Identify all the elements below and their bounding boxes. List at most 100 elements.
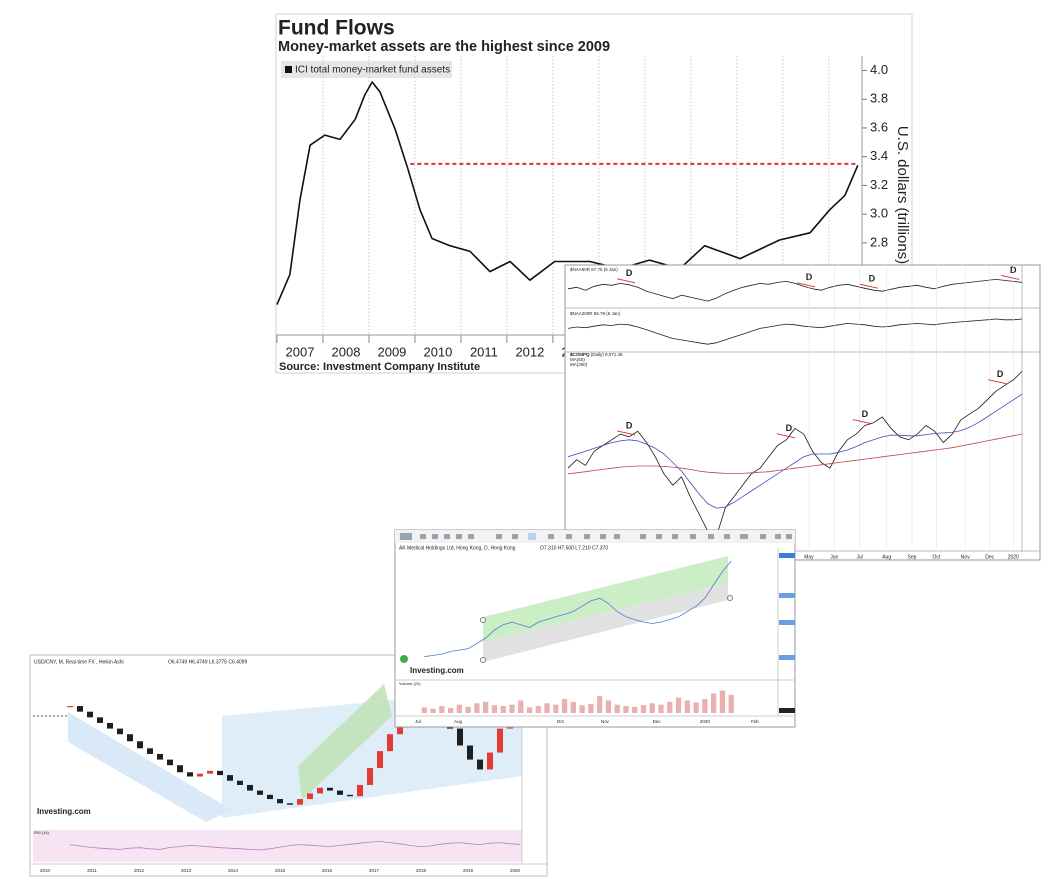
price-tag bbox=[779, 553, 795, 558]
x-tick-label: 2008 bbox=[332, 344, 361, 359]
bar bbox=[553, 704, 559, 713]
source: Source: Investment Company Institute bbox=[279, 361, 480, 373]
pane-title: AK Medical Holdings Ltd, Hong Kong, D, H… bbox=[399, 545, 516, 551]
x-tick-label: Oct bbox=[933, 554, 941, 560]
candle bbox=[487, 752, 493, 770]
bar bbox=[640, 705, 647, 713]
x-tick-label: 2019 bbox=[463, 868, 474, 873]
candle bbox=[377, 751, 383, 769]
bar bbox=[491, 705, 498, 713]
candle bbox=[217, 770, 223, 776]
annotation-line bbox=[1001, 274, 1020, 280]
x-tick-label: Oct bbox=[557, 719, 565, 724]
bar bbox=[702, 699, 708, 713]
series-line bbox=[567, 278, 1023, 302]
usdcny-panel: USD/CNY, M, Real-time FX , Heikin Ashi O6… bbox=[29, 654, 548, 877]
candle bbox=[157, 753, 163, 760]
candle bbox=[247, 784, 253, 791]
channel bbox=[298, 684, 392, 800]
bar bbox=[588, 704, 594, 713]
bar bbox=[684, 700, 690, 713]
y-tick-label: 3.4 bbox=[870, 148, 888, 163]
chart-title: Fund Flows bbox=[278, 17, 395, 40]
bar bbox=[483, 701, 489, 713]
price-tag bbox=[779, 593, 795, 598]
candle bbox=[137, 741, 143, 749]
candle bbox=[177, 765, 183, 773]
annotation: D bbox=[626, 268, 633, 278]
bar bbox=[719, 690, 726, 713]
x-tick-label: Nov bbox=[601, 719, 610, 724]
annotation: D bbox=[862, 409, 869, 419]
candle bbox=[307, 793, 313, 800]
candle bbox=[207, 770, 213, 774]
candle bbox=[457, 728, 463, 746]
candle bbox=[347, 794, 353, 797]
candle bbox=[87, 711, 93, 718]
x-tick-label: 2010 bbox=[40, 868, 51, 873]
candle bbox=[147, 748, 153, 754]
nasdaq-panel: $NAA50R 67.75 (6 Jan) D D D D $NAA200R 56.79 … bbox=[564, 264, 1041, 561]
y-tick-label: 4.0 bbox=[870, 62, 888, 77]
channel-handle bbox=[727, 595, 733, 601]
logo: Investing.com bbox=[410, 666, 464, 675]
bar bbox=[710, 693, 717, 713]
candle bbox=[367, 768, 373, 785]
bar bbox=[614, 704, 620, 713]
bar bbox=[728, 694, 734, 713]
candle bbox=[227, 775, 233, 781]
candle bbox=[297, 799, 303, 805]
candle bbox=[107, 722, 113, 729]
x-tick-label: 2020 bbox=[1008, 554, 1019, 560]
series-line bbox=[567, 433, 1023, 475]
pane-subtitle: O6.4749 H6.4749 L6.3775 C6.4099 bbox=[168, 659, 247, 665]
x-tick-label: Dec bbox=[653, 719, 662, 724]
bar bbox=[456, 704, 463, 713]
logo: Investing.com bbox=[37, 807, 91, 816]
candle bbox=[277, 799, 283, 804]
bar bbox=[439, 706, 445, 713]
bar bbox=[544, 703, 550, 713]
bar bbox=[421, 707, 427, 713]
candle bbox=[477, 759, 483, 770]
series-line bbox=[567, 393, 1023, 509]
candle bbox=[167, 759, 173, 766]
candle bbox=[257, 790, 263, 795]
candle bbox=[127, 734, 133, 742]
legend-label: MA(50) bbox=[570, 357, 585, 362]
legend-label: ICI total money-market fund assets bbox=[295, 65, 450, 76]
x-tick-label: 2012 bbox=[515, 344, 544, 359]
series-line bbox=[567, 318, 1023, 345]
annotation-line bbox=[859, 283, 878, 289]
x-tick-label: 2020 bbox=[700, 719, 711, 724]
channel bbox=[483, 583, 728, 662]
pane-subtitle: O7.310 H7.500 L7.210 C7.370 bbox=[540, 545, 608, 551]
candle bbox=[337, 790, 343, 795]
bar bbox=[623, 706, 629, 713]
price-tag bbox=[779, 708, 795, 713]
channel-handle bbox=[480, 617, 486, 623]
legend-label: MA(200) bbox=[570, 362, 588, 367]
y-tick-label: 3.2 bbox=[870, 177, 888, 192]
annotation: D bbox=[786, 423, 793, 433]
annotation: D bbox=[869, 274, 876, 284]
candle bbox=[497, 728, 503, 753]
x-tick-label: Aug bbox=[882, 554, 891, 560]
x-tick-label: Jul bbox=[415, 719, 421, 724]
candle bbox=[97, 717, 103, 723]
bar bbox=[579, 705, 585, 713]
pane-title: RSI (14) bbox=[34, 830, 50, 835]
bar bbox=[518, 700, 524, 713]
x-tick-label: Dec bbox=[985, 554, 994, 560]
chart-subtitle: Money-market assets are the highest sinc… bbox=[278, 39, 610, 55]
bar bbox=[675, 697, 682, 713]
bar bbox=[632, 706, 638, 713]
x-tick-label: Jul bbox=[856, 554, 862, 560]
candle bbox=[237, 780, 243, 785]
candle bbox=[117, 728, 123, 735]
candle bbox=[357, 784, 363, 797]
series-line bbox=[69, 841, 521, 851]
bar bbox=[570, 701, 576, 713]
bar bbox=[500, 706, 506, 713]
bar bbox=[509, 704, 515, 713]
